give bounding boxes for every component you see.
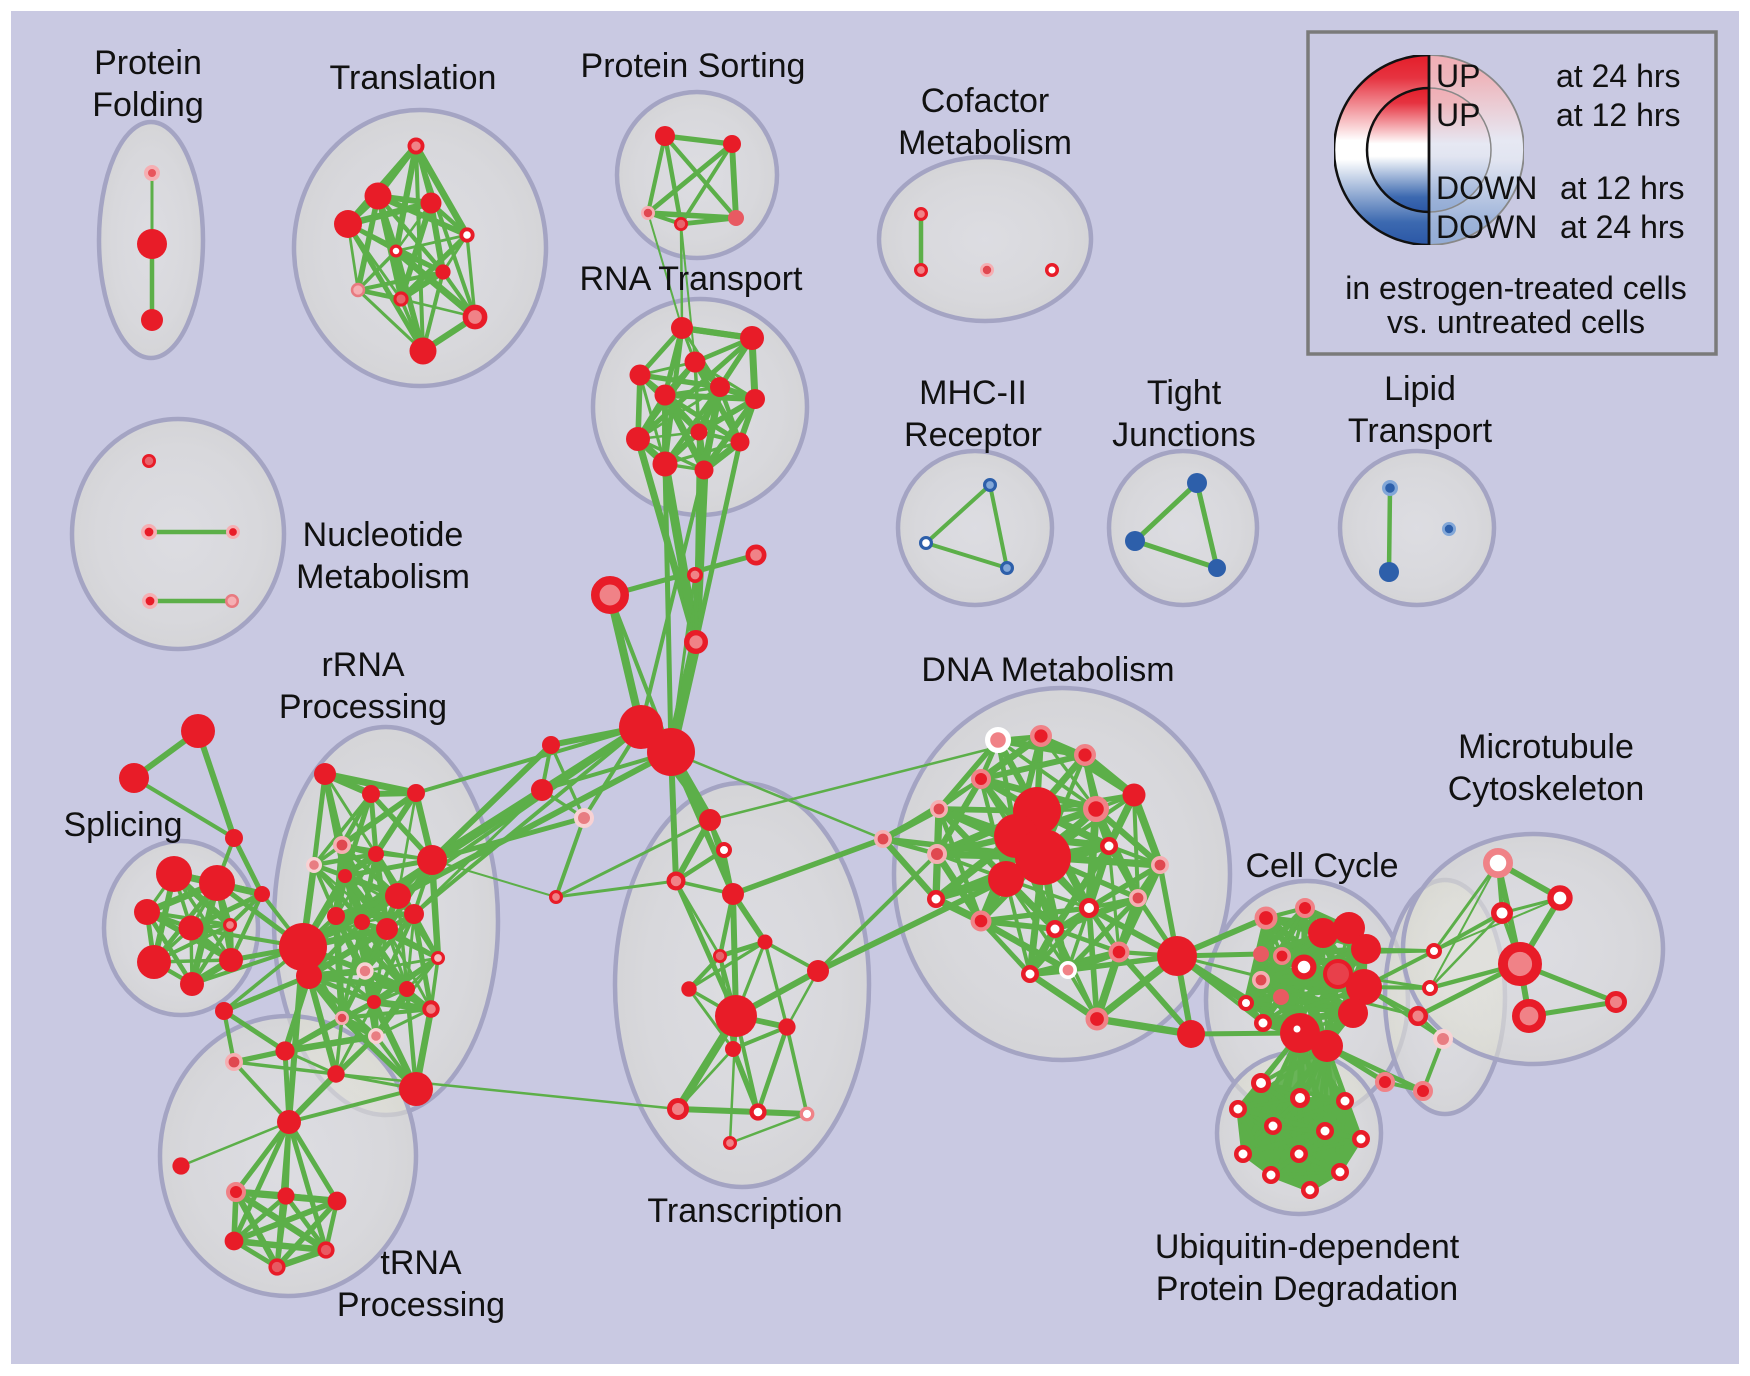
svg-text:DOWN: DOWN bbox=[1436, 170, 1537, 206]
svg-text:Processing: Processing bbox=[279, 688, 447, 726]
svg-text:Cytoskeleton: Cytoskeleton bbox=[1448, 770, 1645, 808]
svg-text:at 12 hrs: at 12 hrs bbox=[1556, 97, 1681, 133]
svg-text:UP: UP bbox=[1436, 97, 1480, 133]
svg-text:DNA Metabolism: DNA Metabolism bbox=[921, 651, 1174, 689]
svg-text:Folding: Folding bbox=[92, 86, 204, 124]
svg-text:Protein: Protein bbox=[94, 44, 202, 82]
svg-text:at 24 hrs: at 24 hrs bbox=[1560, 209, 1685, 245]
svg-text:Transcription: Transcription bbox=[647, 1192, 842, 1230]
svg-text:at 24 hrs: at 24 hrs bbox=[1556, 58, 1681, 94]
svg-text:Splicing: Splicing bbox=[63, 806, 182, 844]
svg-text:tRNA: tRNA bbox=[380, 1244, 462, 1282]
svg-text:Translation: Translation bbox=[330, 59, 497, 97]
svg-text:Lipid: Lipid bbox=[1384, 370, 1456, 408]
svg-text:Junctions: Junctions bbox=[1112, 416, 1256, 454]
svg-text:at 12 hrs: at 12 hrs bbox=[1560, 170, 1685, 206]
svg-text:Cell Cycle: Cell Cycle bbox=[1245, 847, 1398, 885]
svg-text:Microtubule: Microtubule bbox=[1458, 728, 1634, 766]
svg-text:rRNA: rRNA bbox=[321, 646, 404, 684]
svg-text:Ubiquitin-dependent: Ubiquitin-dependent bbox=[1155, 1228, 1460, 1266]
svg-text:Processing: Processing bbox=[337, 1286, 505, 1324]
svg-text:Cofactor: Cofactor bbox=[921, 82, 1050, 120]
svg-text:Metabolism: Metabolism bbox=[296, 558, 470, 596]
svg-text:MHC-II: MHC-II bbox=[919, 374, 1027, 412]
svg-text:Metabolism: Metabolism bbox=[898, 124, 1072, 162]
svg-text:Transport: Transport bbox=[1348, 412, 1493, 450]
svg-text:Nucleotide: Nucleotide bbox=[303, 516, 464, 554]
svg-text:in estrogen-treated cells: in estrogen-treated cells bbox=[1345, 270, 1687, 306]
svg-text:UP: UP bbox=[1436, 58, 1480, 94]
svg-text:RNA Transport: RNA Transport bbox=[580, 260, 804, 298]
svg-text:Tight: Tight bbox=[1147, 374, 1222, 412]
svg-text:Receptor: Receptor bbox=[904, 416, 1042, 454]
svg-text:Protein Sorting: Protein Sorting bbox=[581, 47, 806, 85]
svg-text:vs. untreated cells: vs. untreated cells bbox=[1387, 304, 1645, 340]
svg-text:DOWN: DOWN bbox=[1436, 209, 1537, 245]
svg-text:Protein Degradation: Protein Degradation bbox=[1156, 1270, 1458, 1308]
